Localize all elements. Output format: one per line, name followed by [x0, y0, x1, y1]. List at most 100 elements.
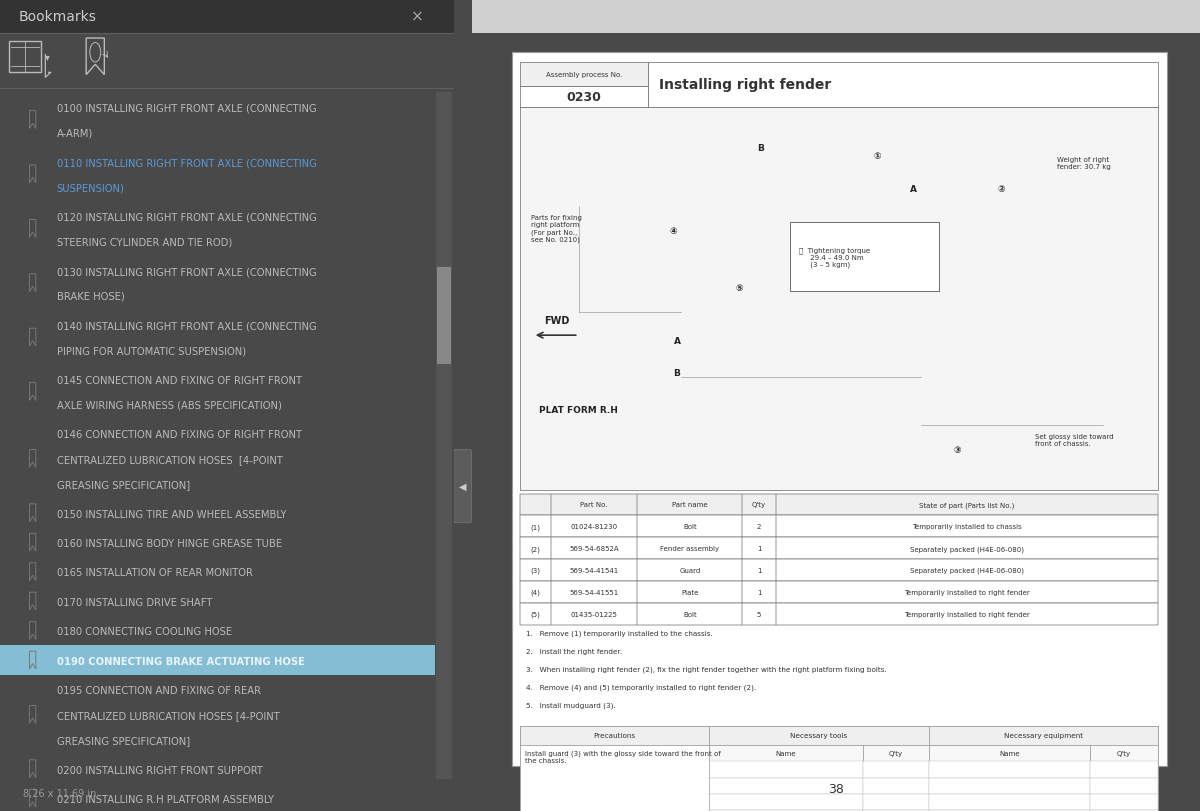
Text: 0120 INSTALLING RIGHT FRONT AXLE (CONNECTING: 0120 INSTALLING RIGHT FRONT AXLE (CONNEC…	[56, 212, 317, 222]
Text: ◀: ◀	[458, 482, 467, 491]
FancyBboxPatch shape	[437, 268, 451, 365]
FancyBboxPatch shape	[709, 726, 929, 745]
Text: Q'ty: Q'ty	[752, 502, 766, 508]
Text: 01024-81230: 01024-81230	[570, 524, 618, 530]
Text: 0210 INSTALLING R.H PLATFORM ASSEMBLY: 0210 INSTALLING R.H PLATFORM ASSEMBLY	[56, 794, 274, 804]
FancyBboxPatch shape	[929, 745, 1090, 762]
Text: ⓑ  Tightening torque
     29.4 – 49.0 Nm
     (3 – 5 kgm): ⓑ Tightening torque 29.4 – 49.0 Nm (3 – …	[799, 247, 870, 268]
FancyBboxPatch shape	[1090, 794, 1158, 810]
FancyBboxPatch shape	[1090, 778, 1158, 794]
FancyBboxPatch shape	[521, 108, 1158, 491]
Text: Separately packed (H4E-06-080): Separately packed (H4E-06-080)	[910, 545, 1024, 552]
Text: STEERING CYLINDER AND TIE ROD): STEERING CYLINDER AND TIE ROD)	[56, 238, 232, 247]
Text: ②: ②	[997, 184, 1004, 194]
Text: Precautions: Precautions	[594, 732, 636, 739]
FancyBboxPatch shape	[521, 62, 648, 87]
Text: Install guard (3) with the glossy side toward the front of
the chassis.: Install guard (3) with the glossy side t…	[524, 749, 720, 763]
Text: Name: Name	[998, 750, 1020, 757]
Text: Parts for fixing
right platform
(For part No.,
see No. 0210): Parts for fixing right platform (For par…	[532, 215, 582, 243]
FancyBboxPatch shape	[1090, 762, 1158, 778]
Text: 0195 CONNECTION AND FIXING OF REAR: 0195 CONNECTION AND FIXING OF REAR	[56, 685, 260, 695]
Text: 2.   Install the right fender.: 2. Install the right fender.	[527, 648, 623, 654]
Text: 1.   Remove (1) temporarily installed to the chassis.: 1. Remove (1) temporarily installed to t…	[527, 630, 713, 637]
FancyBboxPatch shape	[454, 450, 472, 523]
Text: A: A	[911, 184, 917, 194]
Text: 569-54-6852A: 569-54-6852A	[569, 546, 619, 551]
Text: 4.   Remove (4) and (5) temporarily installed to right fender (2).: 4. Remove (4) and (5) temporarily instal…	[527, 684, 756, 690]
FancyBboxPatch shape	[521, 494, 1158, 516]
Text: Part No.: Part No.	[581, 502, 608, 508]
Text: Necessary equipment: Necessary equipment	[1004, 732, 1084, 739]
FancyBboxPatch shape	[929, 762, 1090, 778]
Text: B: B	[757, 144, 764, 153]
Text: ④: ④	[670, 226, 677, 236]
FancyBboxPatch shape	[863, 810, 929, 811]
Text: Bookmarks: Bookmarks	[18, 10, 96, 24]
Text: 1: 1	[757, 546, 761, 551]
FancyBboxPatch shape	[521, 581, 1158, 603]
Text: 0150 INSTALLING TIRE AND WHEEL ASSEMBLY: 0150 INSTALLING TIRE AND WHEEL ASSEMBLY	[56, 509, 287, 519]
FancyBboxPatch shape	[1090, 810, 1158, 811]
FancyBboxPatch shape	[929, 726, 1158, 745]
Text: (2): (2)	[530, 545, 541, 552]
FancyBboxPatch shape	[863, 794, 929, 810]
FancyBboxPatch shape	[929, 778, 1090, 794]
Text: 1: 1	[757, 568, 761, 573]
Text: Assembly process No.: Assembly process No.	[546, 71, 623, 78]
Text: PIPING FOR AUTOMATIC SUSPENSION): PIPING FOR AUTOMATIC SUSPENSION)	[56, 346, 246, 356]
Text: 0140 INSTALLING RIGHT FRONT AXLE (CONNECTING: 0140 INSTALLING RIGHT FRONT AXLE (CONNEC…	[56, 321, 317, 331]
Text: Plate: Plate	[682, 590, 698, 595]
Text: GREASING SPECIFICATION]: GREASING SPECIFICATION]	[56, 736, 190, 745]
Text: (1): (1)	[530, 523, 541, 530]
Text: 0146 CONNECTION AND FIXING OF RIGHT FRONT: 0146 CONNECTION AND FIXING OF RIGHT FRON…	[56, 430, 301, 440]
Text: Temporarily installed to chassis: Temporarily installed to chassis	[912, 524, 1022, 530]
FancyBboxPatch shape	[521, 726, 1158, 811]
FancyBboxPatch shape	[437, 93, 452, 779]
Text: (5): (5)	[530, 611, 541, 618]
FancyBboxPatch shape	[709, 810, 863, 811]
FancyBboxPatch shape	[1090, 745, 1158, 762]
Text: FWD: FWD	[544, 315, 570, 325]
Text: 0100 INSTALLING RIGHT FRONT AXLE (CONNECTING: 0100 INSTALLING RIGHT FRONT AXLE (CONNEC…	[56, 104, 317, 114]
Text: 569-54-41541: 569-54-41541	[570, 568, 619, 573]
FancyBboxPatch shape	[863, 745, 929, 762]
Text: Guard: Guard	[679, 568, 701, 573]
Text: 0180 CONNECTING COOLING HOSE: 0180 CONNECTING COOLING HOSE	[56, 627, 232, 637]
Text: CENTRALIZED LUBRICATION HOSES [4-POINT: CENTRALIZED LUBRICATION HOSES [4-POINT	[56, 710, 280, 720]
Text: SUSPENSION): SUSPENSION)	[56, 183, 125, 193]
Text: Part name: Part name	[672, 502, 708, 508]
FancyBboxPatch shape	[863, 762, 929, 778]
Text: 38: 38	[828, 782, 844, 796]
Text: Q'ty: Q'ty	[889, 750, 902, 757]
Text: AXLE WIRING HARNESS (ABS SPECIFICATION): AXLE WIRING HARNESS (ABS SPECIFICATION)	[56, 401, 282, 410]
FancyBboxPatch shape	[521, 745, 709, 811]
Text: (4): (4)	[530, 589, 541, 596]
Text: 0170 INSTALLING DRIVE SHAFT: 0170 INSTALLING DRIVE SHAFT	[56, 597, 212, 607]
FancyBboxPatch shape	[521, 516, 1158, 538]
Text: 0130 INSTALLING RIGHT FRONT AXLE (CONNECTING: 0130 INSTALLING RIGHT FRONT AXLE (CONNEC…	[56, 267, 317, 277]
Text: A: A	[673, 336, 680, 345]
FancyBboxPatch shape	[709, 794, 863, 810]
Text: 2: 2	[757, 524, 761, 530]
FancyBboxPatch shape	[472, 0, 1200, 34]
Text: Separately packed (H4E-06-080): Separately packed (H4E-06-080)	[910, 567, 1024, 574]
Text: CENTRALIZED LUBRICATION HOSES  [4-POINT: CENTRALIZED LUBRICATION HOSES [4-POINT	[56, 455, 282, 465]
Text: 8,26 x 11,69 in: 8,26 x 11,69 in	[23, 788, 96, 798]
Text: Installing right fender: Installing right fender	[659, 78, 832, 92]
Text: Weight of right
fender: 30.7 kg: Weight of right fender: 30.7 kg	[1056, 157, 1110, 169]
Text: 3.   When installing right fender (2), fix the right fender together with the ri: 3. When installing right fender (2), fix…	[527, 666, 887, 672]
Text: A-ARM): A-ARM)	[56, 129, 92, 139]
Text: Set glossy side toward
front of chassis.: Set glossy side toward front of chassis.	[1034, 434, 1114, 447]
Text: 0110 INSTALLING RIGHT FRONT AXLE (CONNECTING: 0110 INSTALLING RIGHT FRONT AXLE (CONNEC…	[56, 158, 317, 168]
Text: 0165 INSTALLATION OF REAR MONITOR: 0165 INSTALLATION OF REAR MONITOR	[56, 568, 252, 577]
FancyBboxPatch shape	[648, 62, 1158, 108]
Text: Temporarily installed to right fender: Temporarily installed to right fender	[904, 590, 1030, 595]
Text: BRAKE HOSE): BRAKE HOSE)	[56, 292, 125, 302]
Text: ①: ①	[874, 152, 881, 161]
Text: 0230: 0230	[566, 91, 601, 104]
Text: Temporarily installed to right fender: Temporarily installed to right fender	[904, 611, 1030, 617]
Text: B: B	[673, 368, 680, 378]
Text: 1: 1	[757, 590, 761, 595]
Text: 0160 INSTALLING BODY HINGE GREASE TUBE: 0160 INSTALLING BODY HINGE GREASE TUBE	[56, 539, 282, 548]
FancyBboxPatch shape	[521, 560, 1158, 581]
